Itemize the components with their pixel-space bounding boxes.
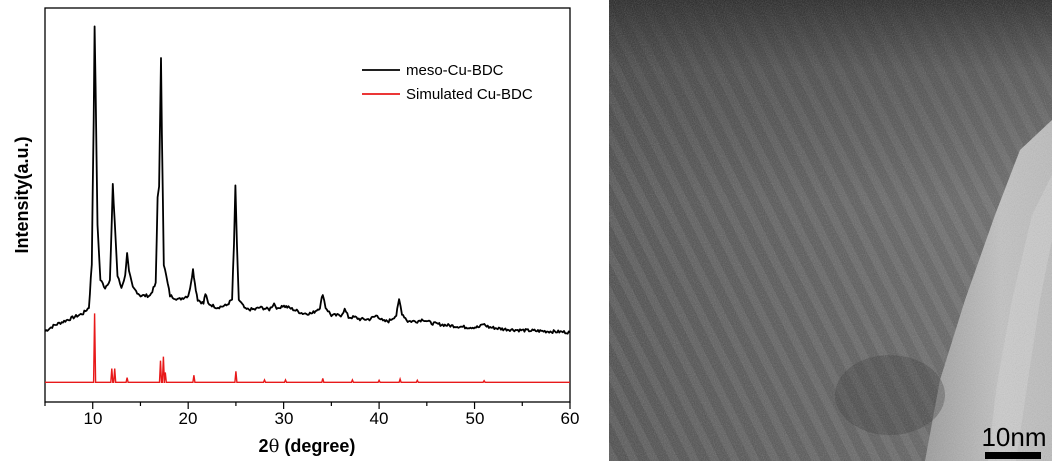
series-line-meso-cu-bdc (44, 25, 571, 335)
legend-label-meso-cu-bdc: meso-Cu-BDC (406, 62, 504, 79)
x-tick-label-60: 60 (561, 409, 580, 428)
x-axis-title-unit: (degree) (279, 436, 355, 456)
x-tick-label-30: 30 (275, 409, 294, 428)
legend-label-simulated-cu-bdc: Simulated Cu-BDC (406, 86, 533, 103)
series-line-simulated-cu-bdc (45, 313, 570, 383)
y-axis-title: Intensity(a.u.) (12, 136, 32, 253)
x-tick-label-10: 10 (84, 409, 103, 428)
x-axis-title: 2θ (degree) (259, 436, 356, 457)
tem-image: 10nm (609, 0, 1052, 461)
x-axis-title-theta: θ (269, 436, 280, 457)
plot-frame (44, 7, 571, 403)
x-tick-label-20: 20 (179, 409, 198, 428)
x-tick-label-50: 50 (466, 409, 485, 428)
legend: meso-Cu-BDC Simulated Cu-BDC (362, 62, 533, 103)
xrd-chart: 10 20 30 40 50 60 2θ (degree) Intensity(… (12, 7, 580, 457)
tem-noise (609, 0, 1052, 461)
x-tick-label-40: 40 (370, 409, 389, 428)
scale-bar (985, 452, 1041, 459)
x-axis-ticks (44, 402, 571, 409)
scale-bar-label: 10nm (981, 422, 1046, 452)
x-axis-tick-labels: 10 20 30 40 50 60 (84, 409, 580, 428)
x-axis-title-main: 2 (259, 436, 269, 456)
